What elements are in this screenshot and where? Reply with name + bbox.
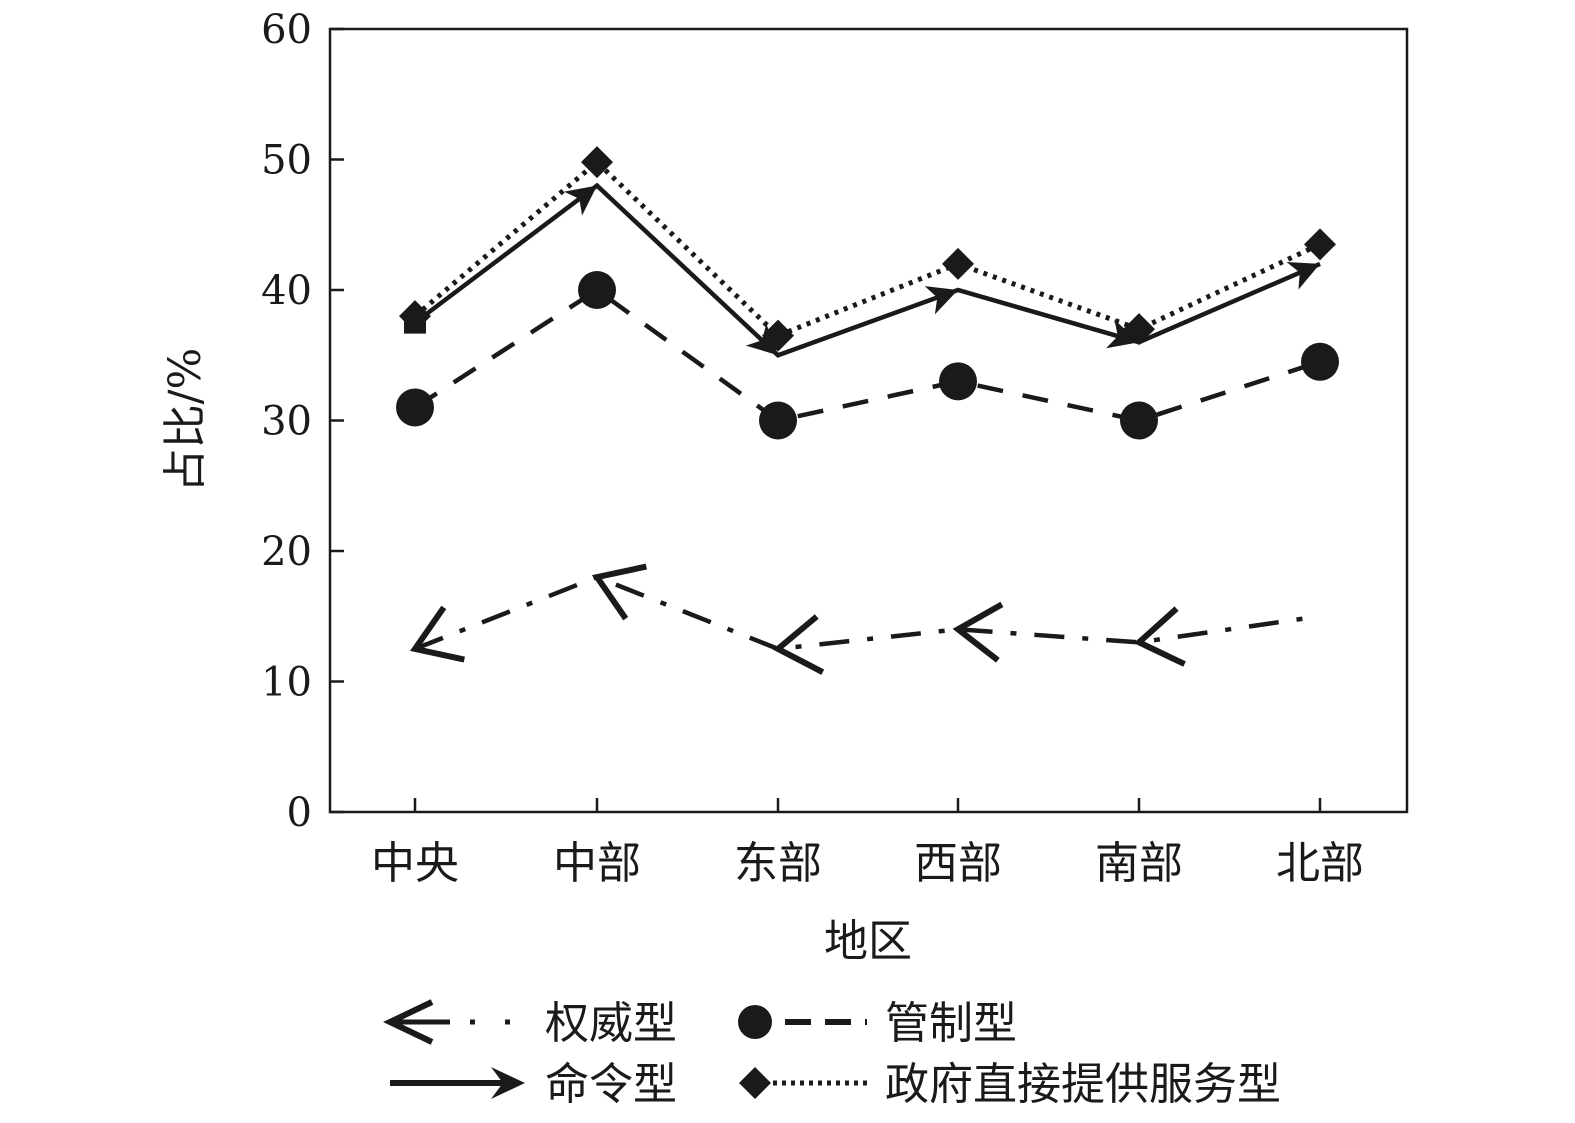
arrow-left-icon <box>1133 606 1186 667</box>
arrow-left-icon <box>409 605 465 663</box>
y-tick-label: 20 <box>261 529 312 575</box>
data-point <box>581 146 613 179</box>
arrow-right-icon <box>745 323 778 356</box>
y-tick-label: 0 <box>287 790 312 836</box>
y-axis-ticks: 0 10 20 30 40 50 60 <box>261 7 344 836</box>
data-point <box>1304 228 1336 261</box>
series-3 <box>404 182 1321 358</box>
arrow-right-icon <box>1106 319 1139 349</box>
legend-item: 命令型 <box>390 1059 677 1110</box>
arrow-right-icon <box>491 1067 525 1099</box>
data-point <box>1286 262 1320 290</box>
series-line <box>414 574 1321 652</box>
circle-icon <box>738 1005 772 1039</box>
legend-label: 管制型 <box>885 998 1017 1049</box>
data-point <box>942 247 974 280</box>
data-point <box>1133 606 1186 667</box>
data-point <box>1301 342 1339 381</box>
x-axis-ticks: 中央 中部 东部 西部 南部 北部 <box>371 798 1364 889</box>
series-1 <box>409 563 1321 675</box>
series-4 <box>399 146 1336 352</box>
data-point <box>1106 319 1139 349</box>
data-point <box>578 271 616 309</box>
y-tick-label: 10 <box>261 660 312 706</box>
data-point <box>1120 401 1158 440</box>
data-point <box>1123 313 1155 346</box>
x-tick-label: 南部 <box>1095 838 1183 889</box>
data-point <box>759 401 797 440</box>
data-point <box>939 362 977 401</box>
data-point <box>409 605 465 663</box>
arrow-right-icon <box>564 185 597 216</box>
arrow-left-icon <box>952 601 1004 663</box>
data-point <box>591 563 647 621</box>
data-point <box>564 185 597 216</box>
diamond-icon <box>739 1067 771 1099</box>
x-tick-label: 西部 <box>914 838 1002 889</box>
series-line <box>413 287 1321 423</box>
data-point <box>396 388 434 427</box>
legend-item: 权威型 <box>383 998 677 1049</box>
arrow-right-icon <box>924 286 958 315</box>
data-point <box>952 601 1004 663</box>
series-line <box>413 182 1321 358</box>
y-tick-label: 50 <box>261 138 312 184</box>
axes <box>328 27 1409 814</box>
arrow-right-icon <box>1286 262 1320 290</box>
y-axis-title: 占比/% <box>160 348 211 493</box>
data-point <box>745 323 778 356</box>
legend-item: 管制型 <box>738 998 1017 1049</box>
arrow-left-icon <box>772 614 825 675</box>
data-point <box>762 319 794 352</box>
data-point <box>924 286 958 315</box>
x-tick-label: 中央 <box>371 838 459 889</box>
plot-frame <box>328 27 1409 814</box>
arrow-left-icon <box>591 563 647 621</box>
y-tick-label: 60 <box>261 7 312 53</box>
data-point <box>399 300 431 333</box>
legend-item: 政府直接提供服务型 <box>739 1059 1281 1110</box>
y-tick-label: 40 <box>261 268 312 314</box>
series-2 <box>396 271 1339 440</box>
x-axis-title: 地区 <box>824 916 912 967</box>
legend-label: 权威型 <box>545 998 677 1049</box>
legend-label: 命令型 <box>545 1059 677 1110</box>
legend-label: 政府直接提供服务型 <box>885 1059 1281 1110</box>
arrow-left-icon <box>383 999 434 1045</box>
series-line <box>413 158 1322 339</box>
x-tick-label: 北部 <box>1276 838 1364 889</box>
x-tick-label: 中部 <box>553 838 641 889</box>
y-tick-label: 30 <box>261 399 312 445</box>
x-tick-label: 东部 <box>734 838 822 889</box>
data-point <box>772 614 825 675</box>
series-layer <box>396 146 1339 675</box>
